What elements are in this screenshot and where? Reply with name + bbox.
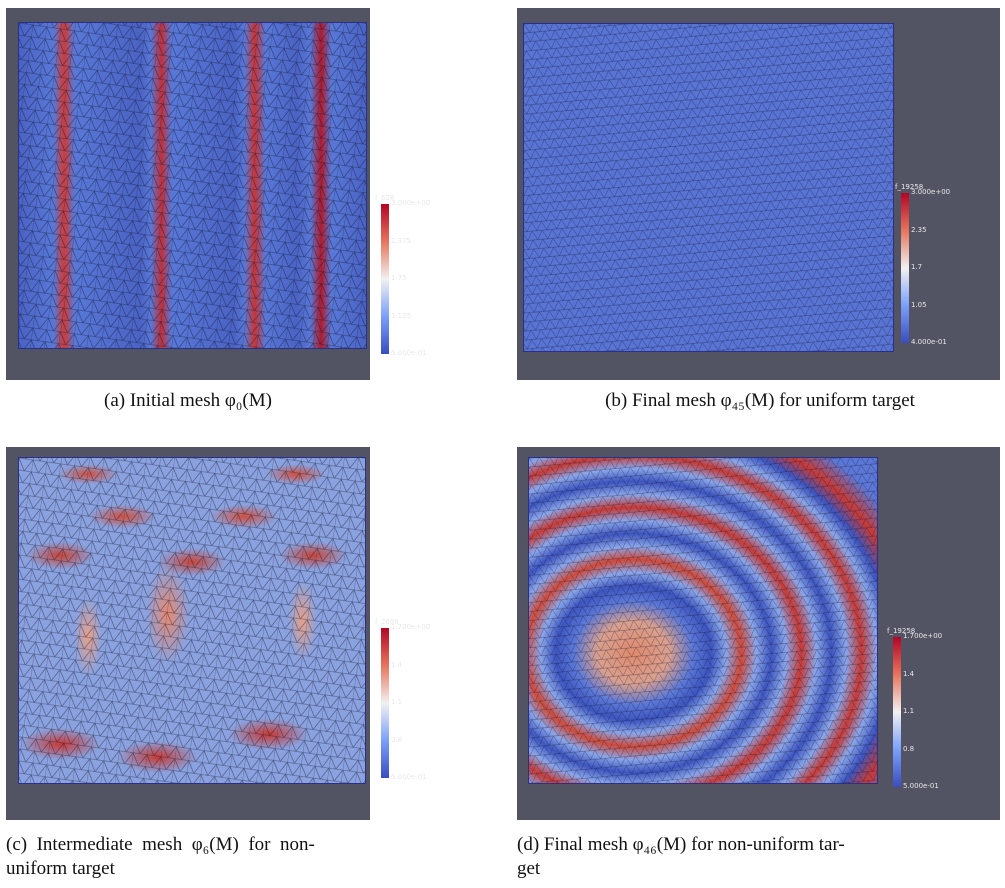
colorbar-tick-label: 1.700e+00 — [903, 632, 942, 640]
mesh-overlay — [529, 458, 877, 783]
colorbar — [893, 637, 901, 787]
mesh-field — [528, 457, 878, 784]
caption: (d) Final mesh φ₄₆(M) for non-uniform ta… — [517, 834, 845, 856]
colorbar-tick-label: 1.75 — [391, 274, 407, 282]
colorbar-tick-label: 4.000e-01 — [911, 338, 947, 346]
colorbar-tick-label: 1.1 — [391, 698, 402, 706]
colorbar-tick-label: 0.8 — [391, 736, 402, 744]
colorbar-tick-label: 3.000e+00 — [911, 188, 950, 196]
colorbar-tick-label: 5.000e-01 — [903, 782, 939, 790]
colorbar-tick-label: 2.35 — [911, 226, 927, 234]
caption: uniform target — [6, 858, 115, 880]
mesh-overlay — [19, 458, 365, 783]
caption: get — [517, 858, 540, 880]
mesh-field — [523, 23, 894, 352]
colorbar — [381, 628, 389, 778]
mesh-overlay — [19, 23, 366, 348]
colorbar-tick-label: 1.700e+00 — [391, 623, 430, 631]
colorbar-tick-label: 1.125 — [391, 312, 411, 320]
colorbar-tick-label: 3.000e+00 — [391, 199, 430, 207]
colorbar-tick-label: 1.4 — [391, 661, 402, 669]
caption: (a) Initial mesh φ₀(M) — [104, 390, 272, 412]
mesh-field — [18, 22, 367, 349]
colorbar-tick-label: 5.000e-01 — [391, 773, 427, 781]
caption: (b) Final mesh φ₄₅(M) for uniform target — [605, 390, 915, 412]
colorbar — [381, 204, 389, 354]
caption: (c) Intermediate mesh φ₆(M) for non- — [6, 834, 315, 856]
colorbar-tick-label: 5.000e-01 — [391, 349, 427, 357]
mesh-field — [18, 457, 366, 784]
mesh-overlay — [524, 24, 893, 351]
colorbar-tick-label: 1.1 — [903, 707, 914, 715]
colorbar — [901, 193, 909, 343]
colorbar-tick-label: 1.05 — [911, 301, 927, 309]
colorbar-tick-label: 1.4 — [903, 670, 914, 678]
colorbar-tick-label: 0.8 — [903, 745, 914, 753]
page: f_6283.000e+002.3751.751.1255.000e-01 f_… — [0, 0, 1005, 888]
colorbar-tick-label: 2.375 — [391, 237, 411, 245]
colorbar-tick-label: 1.7 — [911, 263, 922, 271]
